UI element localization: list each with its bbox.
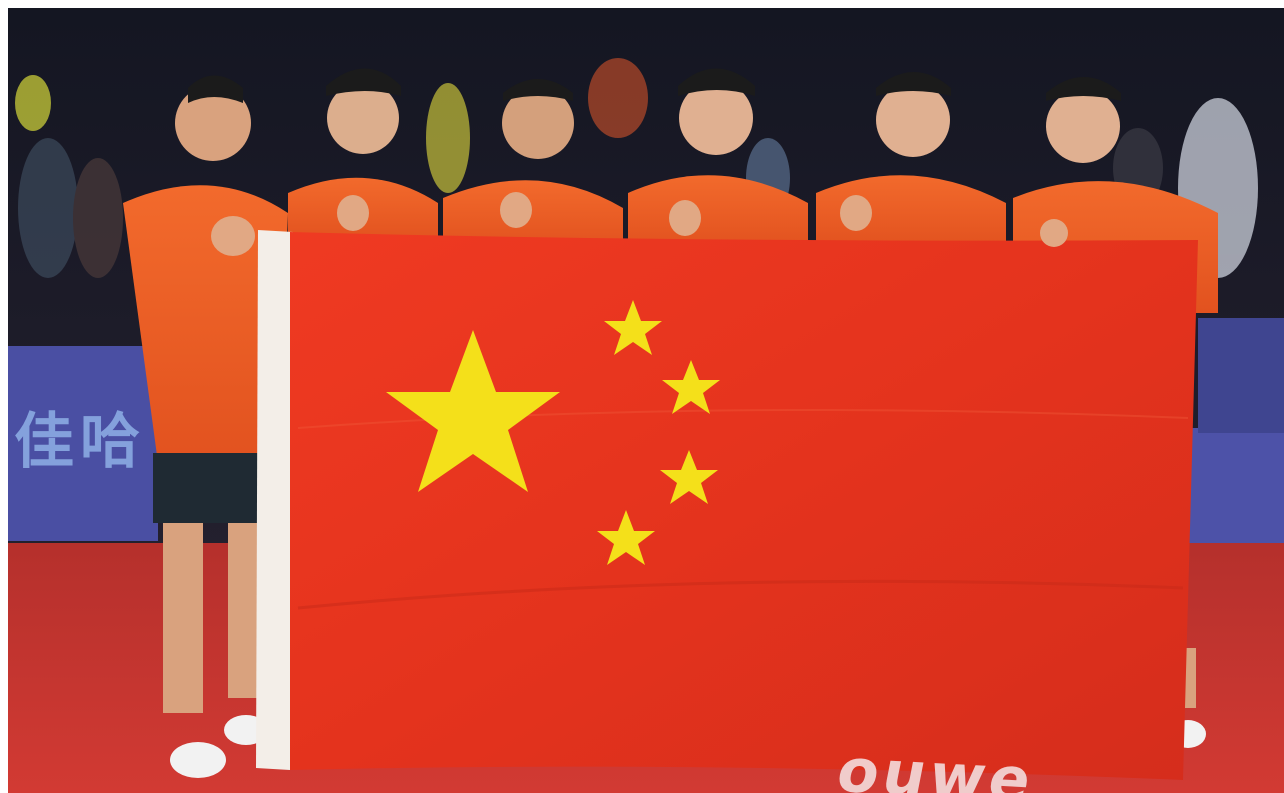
floor-lettering: ouwe xyxy=(831,736,1041,793)
thumbs-up-hands xyxy=(211,192,1068,256)
photo-scene xyxy=(8,8,1284,793)
barrier-right-upper xyxy=(1198,318,1284,433)
star-icon xyxy=(660,450,718,504)
banner-lettering: 佳哈 xyxy=(14,407,146,477)
player-5 xyxy=(816,72,1006,248)
star-icon xyxy=(386,330,560,492)
flag-icon xyxy=(256,230,1198,780)
barrier-left xyxy=(8,346,158,541)
star-icon xyxy=(597,510,655,565)
team-photo: 佳哈 ouwe xyxy=(8,8,1284,793)
star-icon xyxy=(604,300,662,355)
star-icon xyxy=(662,360,720,414)
player-3 xyxy=(443,79,623,248)
